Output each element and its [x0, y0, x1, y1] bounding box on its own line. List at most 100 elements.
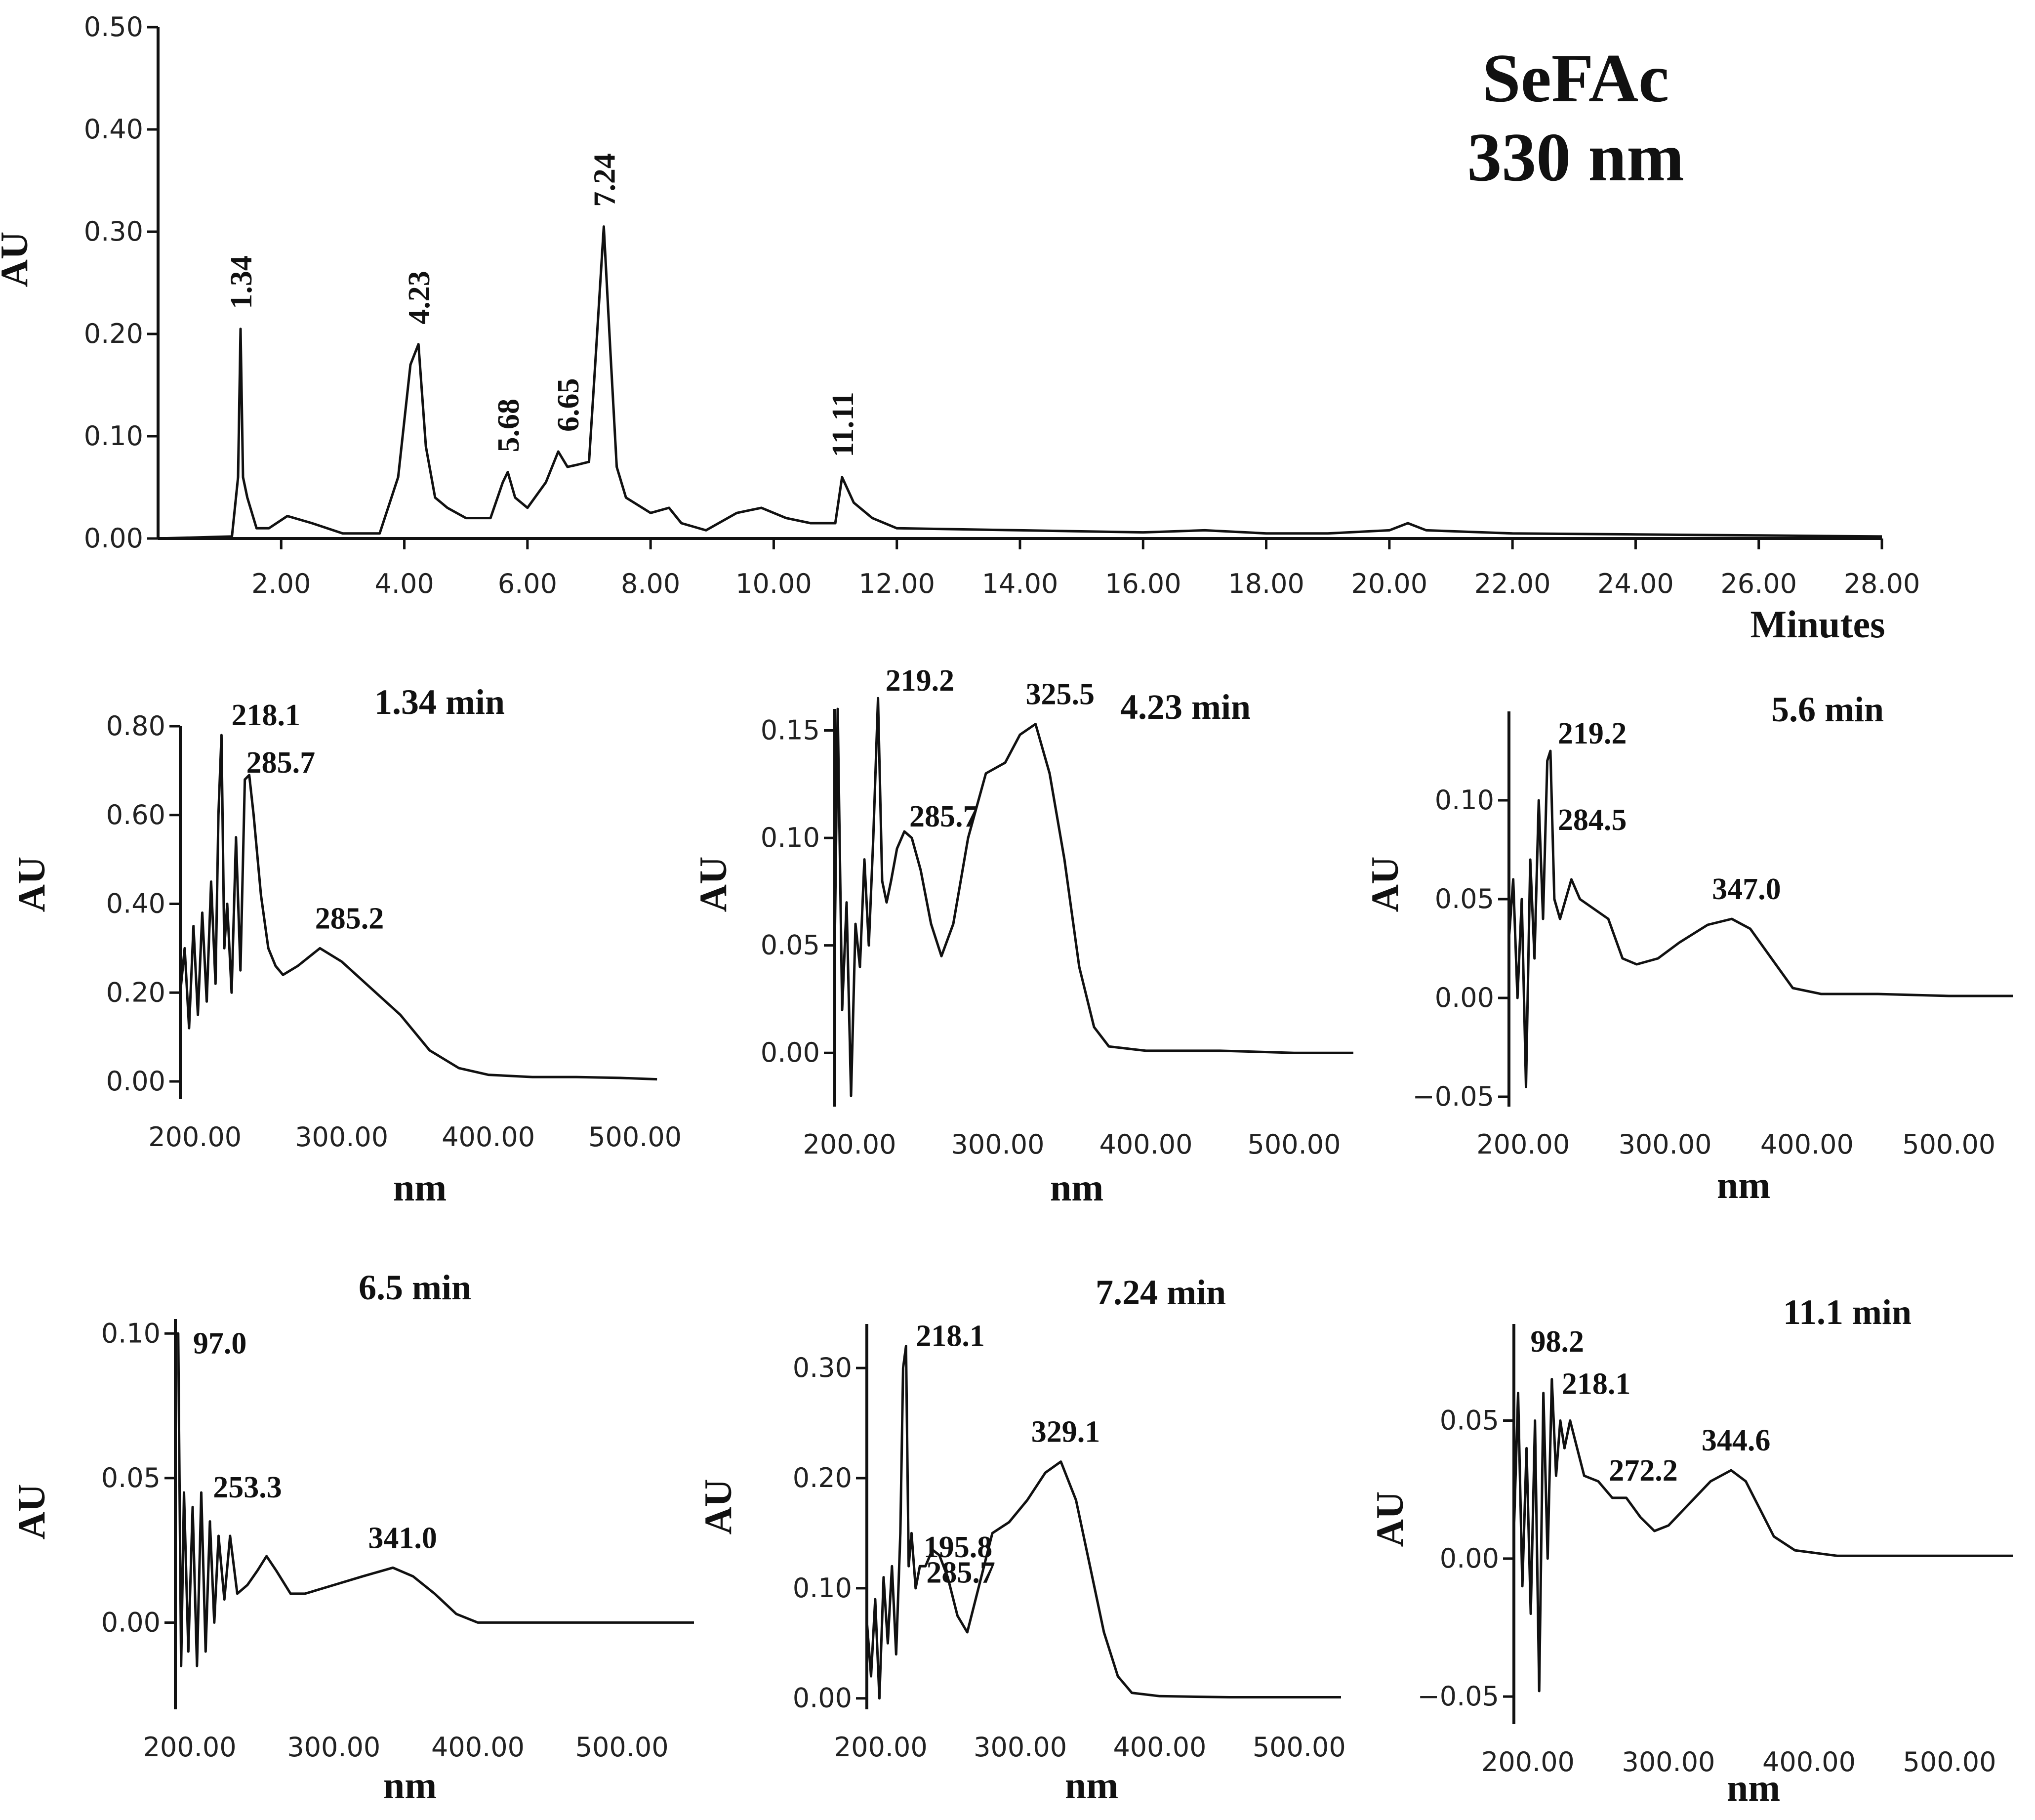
- chromatogram-panel: SeFAc 330 nm 0.00 0.10 0.20 0.30 0.40 0.50 2.0…: [0, 11, 1920, 646]
- peak-annotation: 285.7: [926, 1556, 995, 1589]
- y-tick-label: 0.00: [101, 1607, 161, 1638]
- y-axis-label: AU: [10, 857, 53, 912]
- x-tick-label: 200.00: [834, 1732, 928, 1763]
- y-tick-label: 0.10: [101, 1318, 161, 1349]
- x-tick-label: 18.00: [1228, 568, 1304, 599]
- spectrum-trace: [865, 1345, 1341, 1700]
- y-axis-label: AU: [10, 1484, 53, 1540]
- x-tick-label: 400.00: [1113, 1732, 1206, 1763]
- y-axis-label: AU: [0, 232, 36, 288]
- y-axis-label: AU: [692, 857, 734, 912]
- x-tick-label: 200.00: [1476, 1129, 1570, 1160]
- x-axis-label: nm: [1065, 1764, 1118, 1807]
- y-tick-label: 0.05: [1435, 883, 1494, 914]
- y-tick-label: 0.00: [793, 1683, 852, 1714]
- y-tick-label: 0.00: [761, 1037, 820, 1068]
- x-tick-label: 400.00: [1760, 1129, 1854, 1160]
- y-tick-label: 0.60: [106, 799, 165, 830]
- peak-label: 11.11: [826, 392, 860, 457]
- x-axis-label: nm: [1717, 1163, 1770, 1206]
- spectrum-trace: [179, 734, 657, 1081]
- spectrum-panel-5-6: −0.05 0.00 0.05 0.10 200.00 300.00 400.00 500.0…: [1363, 690, 2013, 1206]
- peak-annotation: 218.1: [916, 1320, 985, 1353]
- y-tick-label: 0.10: [1435, 785, 1494, 816]
- x-tick-label: 200.00: [143, 1732, 237, 1763]
- x-tick-label: 500.00: [1903, 1746, 1996, 1778]
- chromatogram-subtitle: 330 nm: [1467, 119, 1684, 196]
- x-tick-label: 26.00: [1720, 568, 1797, 599]
- x-tick-label: 500.00: [1902, 1129, 1995, 1160]
- y-tick-label: −0.05: [1418, 1681, 1499, 1712]
- spectrum-title: 11.1 min: [1783, 1292, 1912, 1332]
- peak-annotation: 347.0: [1712, 872, 1781, 906]
- y-tick-label: 0.30: [793, 1352, 852, 1383]
- spectrum-trace: [175, 1332, 694, 1667]
- x-tick-label: 8.00: [621, 568, 680, 599]
- peak-annotation: 285.7: [246, 746, 316, 780]
- peak-annotation: 218.1: [1562, 1367, 1631, 1401]
- x-tick-label: 500.00: [1253, 1732, 1346, 1763]
- y-axis-label: AU: [696, 1479, 739, 1535]
- y-axis-label: AU: [1363, 857, 1406, 912]
- y-tick-label: 0.30: [84, 216, 143, 247]
- spectrum-trace: [833, 697, 1353, 1097]
- y-tick-label: 0.20: [106, 977, 165, 1008]
- peak-annotation: 195.8: [924, 1530, 993, 1564]
- spectrum-trace: [1507, 749, 2013, 1088]
- spectrum-panel-4-23: 0.00 0.05 0.10 0.15 200.00 300.00 400.00 500.00…: [692, 664, 1353, 1209]
- spectrum-title: 7.24 min: [1096, 1273, 1226, 1312]
- x-tick-label: 400.00: [1099, 1129, 1193, 1160]
- x-axis-label: nm: [383, 1764, 437, 1807]
- x-tick-label: 4.00: [374, 568, 434, 599]
- x-tick-label: 200.00: [1481, 1746, 1575, 1778]
- y-tick-label: 0.05: [1440, 1405, 1499, 1436]
- y-tick-label: 0.00: [106, 1066, 165, 1097]
- y-tick-label: 0.50: [84, 11, 143, 42]
- peak-annotation: 285.7: [909, 800, 978, 833]
- peak-annotation: 344.6: [1702, 1424, 1771, 1457]
- y-axis-label: AU: [1368, 1491, 1411, 1547]
- x-tick-label: 20.00: [1351, 568, 1428, 599]
- x-tick-label: 400.00: [1762, 1746, 1856, 1778]
- y-tick-label: 0.10: [761, 822, 820, 853]
- x-tick-label: 14.00: [982, 568, 1058, 599]
- x-tick-label: 500.00: [588, 1121, 682, 1153]
- x-tick-label: 2.00: [251, 568, 311, 599]
- x-tick-label: 300.00: [951, 1129, 1045, 1160]
- peak-label: 7.24: [588, 153, 621, 207]
- y-tick-label: 0.00: [84, 523, 143, 554]
- x-tick-label: 6.00: [498, 568, 557, 599]
- peak-label: 4.23: [403, 271, 436, 325]
- y-tick-label: 0.80: [106, 710, 165, 742]
- x-axis-label: nm: [1727, 1766, 1780, 1809]
- x-tick-label: 12.00: [858, 568, 935, 599]
- y-tick-label: 0.20: [793, 1462, 852, 1493]
- peak-annotation: 97.0: [193, 1326, 247, 1360]
- spectrum-trace: [1512, 1378, 2013, 1693]
- peak-annotation: 284.5: [1558, 803, 1627, 837]
- x-tick-label: 400.00: [431, 1732, 525, 1763]
- x-tick-label: 500.00: [1248, 1129, 1341, 1160]
- y-tick-label: −0.05: [1413, 1081, 1494, 1112]
- peak-annotation: 253.3: [213, 1471, 282, 1504]
- x-tick-label: 500.00: [575, 1732, 669, 1763]
- x-tick-label: 16.00: [1105, 568, 1181, 599]
- y-tick-label: 0.40: [106, 888, 165, 919]
- x-tick-label: 300.00: [287, 1732, 380, 1763]
- peak-annotation: 329.1: [1031, 1415, 1100, 1449]
- spectrum-panel-7-24: 0.00 0.10 0.20 0.30 200.00 300.00 400.00 500.00…: [696, 1273, 1346, 1807]
- x-tick-label: 300.00: [1619, 1129, 1712, 1160]
- peak-annotation: 98.2: [1531, 1325, 1585, 1359]
- chromatogram-title: SeFAc: [1482, 40, 1669, 117]
- y-tick-label: 0.10: [84, 420, 143, 452]
- chromatogram-trace: [158, 225, 1882, 540]
- y-tick-label: 0.05: [761, 930, 820, 961]
- peak-label: 6.65: [552, 378, 585, 432]
- x-axis-label: nm: [393, 1166, 447, 1209]
- spectrum-title: 6.5 min: [359, 1268, 471, 1307]
- x-tick-label: 400.00: [442, 1121, 535, 1153]
- y-tick-label: 0.05: [101, 1462, 161, 1493]
- peak-label: 5.68: [492, 399, 526, 453]
- x-axis-label: Minutes: [1750, 603, 1885, 646]
